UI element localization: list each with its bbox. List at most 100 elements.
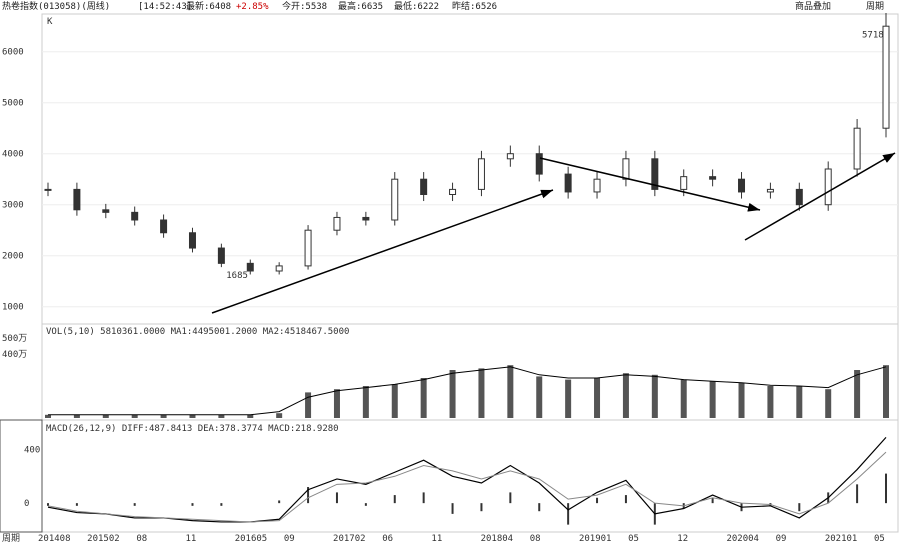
trend-arrow-1: [211, 189, 554, 314]
volume-panel: 400万 500万: [2, 334, 889, 418]
x-tick-label: 201605: [235, 534, 268, 544]
volume-bar: [594, 378, 601, 418]
x-tick-label: 12: [677, 534, 688, 544]
volume-bar: [680, 379, 687, 418]
quote-settle: 昨结:6526: [452, 2, 498, 12]
macd-ytick-label: 0: [24, 499, 29, 509]
vol-panel-label: VOL(5,10) 5810361.0000 MA1:4495001.2000 …: [46, 327, 349, 337]
x-tick-label: 06: [382, 534, 393, 544]
volume-bar: [102, 414, 109, 418]
volume-bar: [854, 370, 861, 418]
macd-diff-line: [47, 436, 887, 523]
quote-change: +2.85%: [236, 2, 269, 12]
volume-bar: [333, 389, 340, 418]
x-tick-label: 09: [776, 534, 787, 544]
x-tick-label: 201408: [38, 534, 71, 544]
volume-bar: [131, 414, 138, 418]
candle-body: [246, 262, 254, 272]
k-panel: 1000 2000 3000 4000 5000 6000 1685 5718: [2, 12, 898, 313]
quote-high: 最高:6635: [338, 2, 384, 12]
volume-bar: [536, 376, 543, 418]
x-tick-label: 201901: [579, 534, 612, 544]
volume-bar: [391, 384, 398, 418]
volume-bar: [622, 373, 629, 418]
volume-bar: [305, 392, 312, 418]
x-tick-label: 08: [530, 534, 541, 544]
volume-bar: [276, 413, 283, 418]
period-button[interactable]: 周期: [866, 2, 885, 12]
candle-body: [680, 176, 688, 190]
candle-body: [882, 25, 890, 129]
x-tick-label: 201702: [333, 534, 366, 544]
macd-panel: 0 400: [24, 436, 887, 525]
candle-body: [304, 229, 312, 267]
macd-ytick-label: 400: [24, 445, 40, 455]
trend-arrow-2: [539, 157, 761, 212]
vol-ytick-label: 500万: [2, 334, 27, 344]
candle-body: [362, 216, 370, 221]
candle-body: [188, 232, 196, 249]
k-annotation: 5718: [862, 31, 884, 41]
x-axis-prefix: 周期: [2, 533, 20, 544]
candle-body: [535, 153, 543, 175]
x-tick-label: 05: [628, 534, 639, 544]
quote-open: 今开:5538: [282, 2, 328, 12]
candle-body: [131, 211, 139, 221]
volume-bar: [565, 379, 572, 418]
volume-bar: [420, 378, 427, 418]
vol-ytick-label: 400万: [2, 350, 27, 360]
x-axis: 201408 201502 08 11 201605 09 201702 06 11 201804…: [38, 534, 885, 544]
volume-bar: [796, 386, 803, 418]
macd-axis-frame: [0, 419, 43, 533]
candle-body: [564, 173, 572, 193]
macd-dea-line: [47, 451, 887, 523]
k-ytick-label: 4000: [2, 150, 24, 160]
k-ytick-label: 2000: [2, 252, 24, 262]
k-ytick-label: 5000: [2, 99, 24, 109]
k-panel-label: K: [47, 17, 53, 27]
candle-body: [449, 188, 457, 195]
candle-body: [275, 265, 283, 272]
volume-bar: [651, 374, 658, 418]
candle-body: [477, 158, 485, 190]
quote-header: 热卷指数(013058)(周线) [14:52:43] 最新:6408 +2.8…: [0, 0, 900, 14]
x-tick-label: 201502: [87, 534, 120, 544]
instrument-title[interactable]: 热卷指数(013058)(周线): [2, 2, 111, 12]
candle-body: [420, 178, 428, 195]
candle-body: [651, 158, 659, 190]
volume-bar: [189, 414, 196, 418]
x-tick-label: 11: [431, 534, 442, 544]
k-ytick-label: 6000: [2, 48, 24, 58]
candle-body: [709, 176, 717, 180]
volume-bar: [218, 414, 225, 418]
k-ytick-label: 3000: [2, 201, 24, 211]
trend-arrow-3: [744, 152, 896, 241]
volume-bar: [73, 414, 80, 418]
volume-bar: [247, 414, 254, 418]
x-tick-label: 202004: [726, 534, 759, 544]
volume-bar: [883, 365, 889, 418]
candle-body: [506, 153, 514, 160]
x-tick-label: 05: [874, 534, 885, 544]
candle-body: [795, 188, 803, 206]
candle-body: [622, 158, 630, 180]
x-tick-label: 11: [186, 534, 197, 544]
quote-time: [14:52:43]: [138, 2, 193, 12]
volume-bar: [449, 370, 456, 418]
candle-body: [73, 188, 81, 211]
volume-bar: [362, 386, 369, 418]
x-tick-label: 201804: [481, 534, 514, 544]
x-tick-label: 09: [284, 534, 295, 544]
volume-bar: [45, 414, 51, 418]
quote-latest: 最新:6408: [186, 2, 232, 12]
overlay-button[interactable]: 商品叠加: [795, 2, 832, 12]
candle-body: [102, 209, 110, 213]
k-panel-frame: [41, 13, 899, 325]
candle-body: [853, 127, 861, 170]
volume-ma-line: [48, 366, 887, 416]
volume-bar: [738, 382, 745, 418]
volume-bar: [160, 414, 167, 418]
candle-body: [766, 188, 774, 193]
macd-panel-label: MACD(26,12,9) DIFF:487.8413 DEA:378.3774…: [46, 424, 339, 434]
